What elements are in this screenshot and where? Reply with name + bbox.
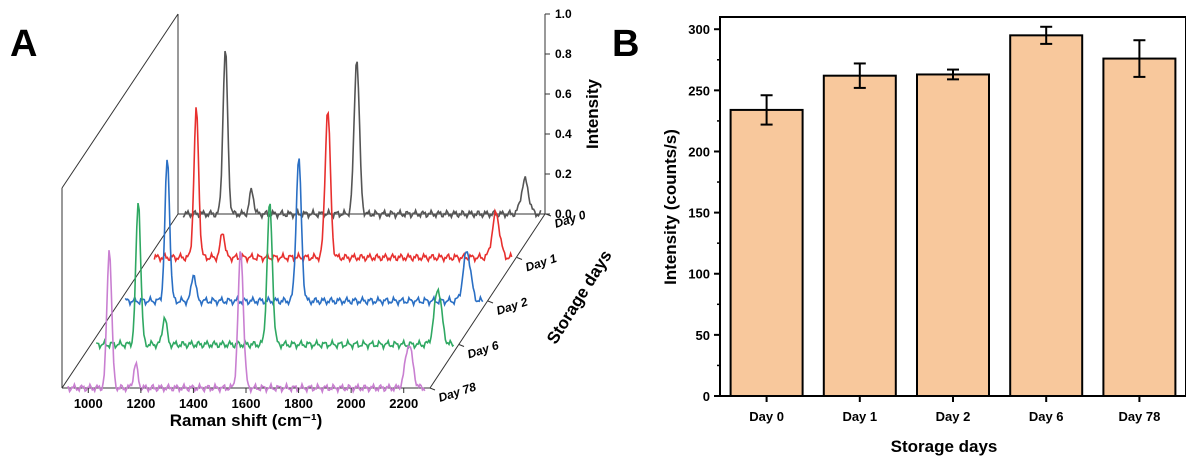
raman-waterfall-chart: 0.00.20.40.60.81.0 1000 1200 1400 1600 1800 2… (62, 7, 616, 430)
intensity-bar-chart: 0 50 100 150 200 250 300 Day 0 Day 1 Day 2 Day 6 D… (661, 17, 1186, 456)
a-x-tick-label: 1800 (284, 396, 313, 411)
a-series-line-day-6 (96, 203, 453, 348)
panel-a-label: A (10, 23, 37, 65)
a-series-line-day-2 (125, 159, 482, 306)
a-y-tick-label: 0.4 (555, 127, 572, 141)
a-y-tick-label: 1.0 (555, 7, 572, 21)
bar-day-6 (1010, 35, 1082, 396)
b-x-tick-label: Day 6 (1029, 409, 1064, 424)
b-x-axis-title: Storage days (891, 437, 998, 456)
b-x-tick-label: Day 0 (749, 409, 784, 424)
a-series-line-day-78 (67, 250, 424, 392)
b-x-tick-label: Day 78 (1118, 409, 1160, 424)
a-y-tick-label: 0.6 (555, 87, 572, 101)
a-z-tick-label: Day 2 (495, 295, 530, 318)
bar-day-78 (1103, 59, 1175, 396)
b-y-axis-title: Intensity (counts/s) (661, 129, 680, 285)
a-z-tick-label: Day 78 (437, 379, 478, 404)
a-z-tick (517, 258, 522, 260)
bar-day-1 (824, 76, 896, 396)
a-x-tick-label: 2200 (389, 396, 418, 411)
waterfall-frame (62, 14, 545, 388)
a-z-tick (488, 301, 493, 303)
panel-b-label: B (612, 23, 639, 65)
a-x-tick-label: 1400 (179, 396, 208, 411)
b-y-tick-label: 100 (688, 267, 710, 282)
a-x-tick-label: 1600 (232, 396, 261, 411)
a-z-tick-label: Day 1 (524, 251, 559, 274)
a-z-tick-label: Day 6 (466, 338, 501, 361)
bar-day-2 (917, 74, 989, 396)
b-y-tick-label: 50 (696, 328, 710, 343)
a-z-tick (430, 388, 435, 390)
b-y-tick-label: 250 (688, 83, 710, 98)
b-y-tick-label: 200 (688, 144, 710, 159)
a-y-tick-label: 0.8 (555, 47, 572, 61)
a-series-line-day-0 (183, 51, 540, 218)
a-x-tick-label: 1000 (74, 396, 103, 411)
b-y-tick-label: 300 (688, 22, 710, 37)
a-y-axis-title: Intensity (583, 79, 602, 149)
a-y-tick-label: 0.2 (555, 167, 572, 181)
a-x-tick-label: 2000 (337, 396, 366, 411)
a-series-line-day-1 (154, 107, 511, 261)
b-y-tick-label: 150 (688, 206, 710, 221)
a-x-axis-title: Raman shift (cm⁻¹) (170, 411, 323, 430)
b-x-tick-label: Day 2 (936, 409, 971, 424)
bar-day-0 (731, 110, 803, 396)
b-x-tick-label: Day 1 (842, 409, 877, 424)
a-x-tick-label: 1200 (126, 396, 155, 411)
a-z-tick (459, 345, 464, 347)
b-y-tick-label: 0 (703, 389, 710, 404)
